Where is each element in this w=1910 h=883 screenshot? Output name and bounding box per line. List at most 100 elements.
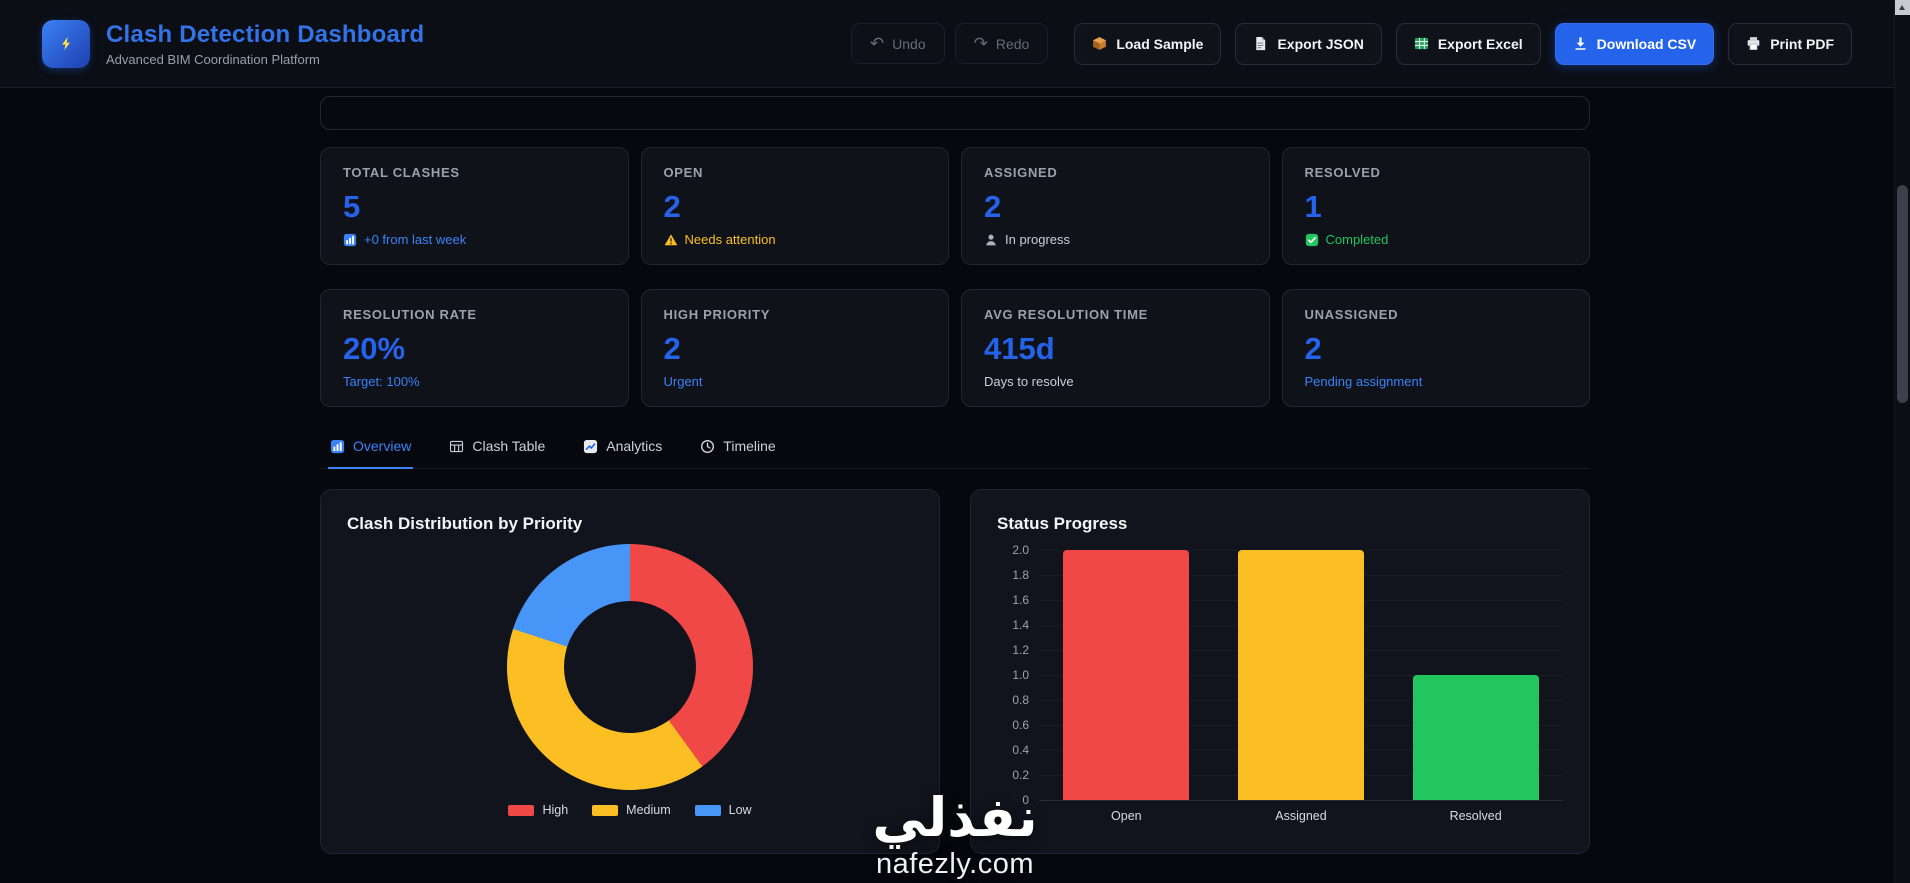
button-label: Export Excel <box>1437 35 1523 52</box>
download-icon <box>1573 36 1588 51</box>
history-button-group: ↶ Undo ↷ Redo <box>850 23 1049 64</box>
y-axis-tick: 0 <box>1022 793 1029 807</box>
stats-grid: TOTAL CLASHES 5 +0 from last week OPEN 2 Need… <box>320 147 1590 407</box>
tab-label: Analytics <box>606 438 663 454</box>
y-axis-tick: 1.4 <box>1012 618 1029 632</box>
stat-card-unassigned: UNASSIGNED 2 Pending assignment <box>1281 289 1590 407</box>
stat-card-avg-resolution-time: AVG RESOLUTION TIME 415d Days to resolve <box>961 289 1270 407</box>
person-icon <box>984 233 998 247</box>
check-icon <box>1305 233 1319 247</box>
button-label: Redo <box>995 35 1030 52</box>
lightning-bolt-icon <box>59 36 74 51</box>
status-progress-panel: Status Progress 2.0 1.8 1.6 1.4 1.2 1.0 0.8 0.6… <box>970 489 1590 854</box>
legend-label: Medium <box>626 803 671 817</box>
bar-open <box>1063 550 1190 800</box>
stat-label: ASSIGNED <box>984 165 1058 180</box>
bar-assigned <box>1237 550 1364 800</box>
y-axis-tick: 1.2 <box>1012 643 1029 657</box>
stat-sub-label: Pending assignment <box>1304 374 1423 389</box>
document-icon <box>1253 36 1268 51</box>
button-label: Print PDF <box>1770 35 1834 52</box>
stat-label: RESOLUTION RATE <box>343 307 477 322</box>
gridline <box>1039 800 1563 801</box>
panel-title: Status Progress <box>997 514 1128 533</box>
donut-area: High Medium Low <box>347 534 913 817</box>
stat-label: TOTAL CLASHES <box>343 165 460 180</box>
x-axis: Open Assigned Resolved <box>1039 809 1563 823</box>
stat-card-open: OPEN 2 Needs attention <box>640 147 949 265</box>
stat-value: 2 <box>663 188 681 224</box>
stat-subtext: Urgent <box>664 374 927 389</box>
export-excel-button[interactable]: Export Excel <box>1395 22 1541 65</box>
tab-clash-table[interactable]: Clash Table <box>447 427 547 469</box>
stat-sub-label: Target: 100% <box>343 374 420 389</box>
tab-timeline[interactable]: Timeline <box>698 427 777 469</box>
stat-card-resolved: RESOLVED 1 Completed <box>1281 147 1590 265</box>
stat-sub-label: Days to resolve <box>984 374 1074 389</box>
button-label: Download CSV <box>1596 35 1697 52</box>
redo-button[interactable]: ↷ Redo <box>954 23 1049 64</box>
undo-button[interactable]: ↶ Undo <box>850 23 945 64</box>
stat-subtext: Completed <box>1305 232 1568 247</box>
tab-label: Clash Table <box>472 438 546 454</box>
stat-label: HIGH PRIORITY <box>663 307 771 322</box>
panel-title: Clash Distribution by Priority <box>347 514 583 533</box>
tab-label: Overview <box>353 438 412 454</box>
stat-value: 1 <box>1304 188 1322 224</box>
stat-label: UNASSIGNED <box>1304 307 1399 322</box>
download-csv-button[interactable]: Download CSV <box>1554 22 1715 65</box>
bar-resolved <box>1412 675 1539 800</box>
x-axis-label: Open <box>1111 809 1142 823</box>
scrollbar-track[interactable] <box>1894 0 1910 883</box>
legend-item-low[interactable]: Low <box>694 803 752 817</box>
undo-icon: ↶ <box>869 34 885 53</box>
page-title: Clash Detection Dashboard <box>106 20 425 48</box>
y-axis: 2.0 1.8 1.6 1.4 1.2 1.0 0.8 0.6 0.4 0.2 0 <box>997 543 1039 807</box>
brand-text: Clash Detection Dashboard Advanced BIM C… <box>106 21 424 67</box>
legend-item-medium[interactable]: Medium <box>592 803 671 817</box>
button-label: Undo <box>892 35 926 52</box>
stat-subtext: Target: 100% <box>343 374 606 389</box>
table-icon <box>449 439 464 454</box>
legend-item-high[interactable]: High <box>508 803 568 817</box>
print-pdf-button[interactable]: Print PDF <box>1728 22 1852 65</box>
stat-card-high-priority: HIGH PRIORITY 2 Urgent <box>640 289 949 407</box>
stat-subtext: Days to resolve <box>984 374 1247 389</box>
stat-sub-label: +0 from last week <box>364 232 467 247</box>
donut-legend: High Medium Low <box>508 803 752 817</box>
legend-swatch <box>694 804 721 816</box>
stat-sub-label: In progress <box>1005 232 1071 247</box>
brand: Clash Detection Dashboard Advanced BIM C… <box>42 19 424 68</box>
bar-chart: 2.0 1.8 1.6 1.4 1.2 1.0 0.8 0.6 0.4 0.2 0 Open Assi… <box>997 543 1563 823</box>
load-sample-button[interactable]: Load Sample <box>1074 22 1222 65</box>
tab-analytics[interactable]: Analytics <box>581 427 664 469</box>
printer-icon <box>1746 36 1761 51</box>
bar-chart-icon <box>343 233 357 247</box>
stat-sub-label: Needs attention <box>684 232 776 247</box>
stat-value: 2 <box>984 188 1002 224</box>
scrolled-card-remnant <box>320 96 1590 130</box>
y-axis-tick: 0.2 <box>1012 768 1029 782</box>
charts-row: Clash Distribution by Priority High Mediu… <box>320 489 1590 854</box>
stat-value: 5 <box>343 188 361 224</box>
x-axis-label: Resolved <box>1449 809 1502 823</box>
warning-icon <box>664 233 678 247</box>
scrollbar-thumb[interactable] <box>1897 185 1908 403</box>
stat-value: 415d <box>984 330 1055 366</box>
export-json-button[interactable]: Export JSON <box>1235 22 1382 65</box>
analytics-icon <box>583 439 598 454</box>
priority-distribution-panel: Clash Distribution by Priority High Mediu… <box>320 489 940 854</box>
action-button-group: Load Sample Export JSON Export Excel Downlo… <box>1074 22 1852 65</box>
tab-label: Timeline <box>723 438 776 454</box>
clock-icon <box>700 439 715 454</box>
stat-subtext: Pending assignment <box>1305 374 1568 389</box>
legend-label: Low <box>728 803 752 817</box>
legend-swatch <box>592 804 619 816</box>
button-label: Export JSON <box>1277 35 1364 52</box>
stat-value: 2 <box>663 330 681 366</box>
stat-value: 20% <box>343 330 406 366</box>
stat-subtext: Needs attention <box>664 232 927 247</box>
scroll-up-button[interactable] <box>1895 0 1910 15</box>
tab-overview[interactable]: Overview <box>328 427 414 469</box>
